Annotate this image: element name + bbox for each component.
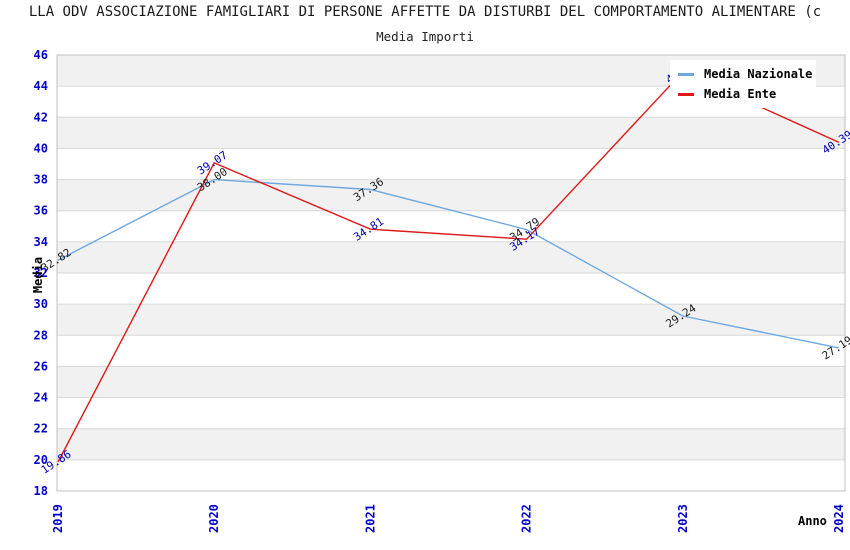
x-tick-label: 2019 bbox=[51, 504, 65, 533]
legend-item-media-ente: Media Ente bbox=[678, 84, 814, 104]
x-tick-label: 2020 bbox=[207, 504, 221, 533]
legend-label-media-nazionale: Media Nazionale bbox=[704, 67, 813, 81]
plot-band bbox=[57, 428, 845, 460]
chart-subtitle: Media Importi bbox=[376, 29, 474, 44]
y-tick-label: 46 bbox=[34, 48, 48, 62]
y-tick-label: 42 bbox=[34, 110, 48, 124]
legend-label-media-ente: Media Ente bbox=[704, 87, 777, 101]
y-tick-label: 36 bbox=[34, 204, 48, 218]
plot-band bbox=[57, 366, 845, 398]
plot-band bbox=[57, 397, 845, 429]
chart-legend: Media Nazionale Media Ente bbox=[670, 60, 816, 108]
series-line-media-nazionale bbox=[57, 178, 840, 349]
plot-band bbox=[57, 273, 845, 305]
legend-item-media-nazionale: Media Nazionale bbox=[678, 64, 814, 84]
y-tick-label: 22 bbox=[34, 422, 48, 436]
plot-band bbox=[57, 210, 845, 242]
chart-title: LLA ODV ASSOCIAZIONE FAMIGLIARI DI PERSO… bbox=[28, 4, 822, 20]
x-tick-label: 2023 bbox=[676, 504, 690, 533]
y-tick-label: 20 bbox=[34, 453, 48, 467]
y-tick-label: 44 bbox=[34, 79, 48, 93]
legend-swatch-media-ente-icon bbox=[678, 92, 694, 96]
x-axis-title: Anno bbox=[798, 514, 827, 528]
plot-band bbox=[57, 241, 845, 273]
plot-band bbox=[57, 459, 845, 491]
y-tick-label: 26 bbox=[34, 359, 48, 373]
plot-frame bbox=[56, 54, 846, 492]
y-tick-label: 40 bbox=[34, 141, 48, 155]
chart-subtitle-row: Media Importi bbox=[0, 26, 850, 45]
plot-band bbox=[57, 335, 845, 367]
y-tick-label: 32 bbox=[34, 266, 48, 280]
x-tick-label: 2022 bbox=[520, 504, 534, 533]
y-tick-label: 28 bbox=[34, 328, 48, 342]
y-tick-label: 18 bbox=[34, 484, 48, 498]
y-tick-label: 30 bbox=[34, 297, 48, 311]
y-tick-label: 34 bbox=[34, 235, 48, 249]
plot-band bbox=[57, 304, 845, 336]
y-tick-label: 38 bbox=[34, 173, 48, 187]
y-tick-label: 24 bbox=[34, 391, 48, 405]
legend-swatch-media-nazionale-icon bbox=[678, 72, 694, 76]
x-tick-label: 2024 bbox=[832, 504, 846, 533]
plot-band bbox=[57, 117, 845, 149]
chart-title-row: LLA ODV ASSOCIAZIONE FAMIGLIARI DI PERSO… bbox=[0, 4, 850, 20]
plot-band bbox=[57, 148, 845, 180]
y-axis-title: Media bbox=[31, 256, 46, 294]
x-tick-label: 2021 bbox=[363, 504, 377, 533]
plot-band bbox=[57, 179, 845, 211]
